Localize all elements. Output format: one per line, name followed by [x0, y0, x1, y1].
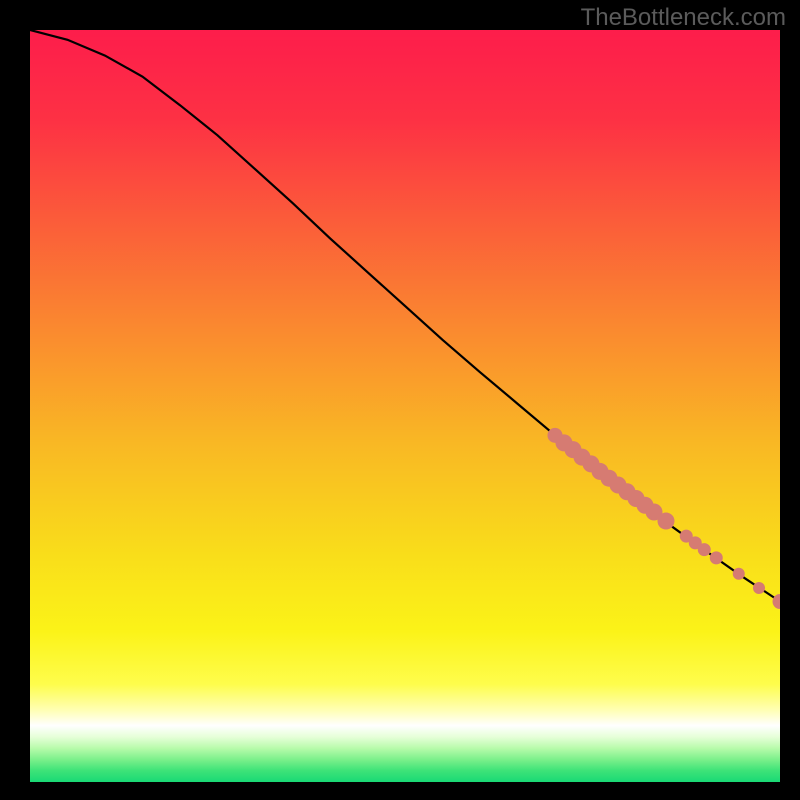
- watermark-text: TheBottleneck.com: [581, 4, 786, 32]
- data-marker: [753, 582, 765, 594]
- data-marker: [710, 551, 723, 564]
- chart-svg: [30, 30, 780, 782]
- data-marker: [658, 513, 675, 530]
- data-marker: [733, 568, 745, 580]
- data-marker: [698, 543, 711, 556]
- gradient-background: [30, 30, 780, 782]
- chart-container: [30, 30, 780, 782]
